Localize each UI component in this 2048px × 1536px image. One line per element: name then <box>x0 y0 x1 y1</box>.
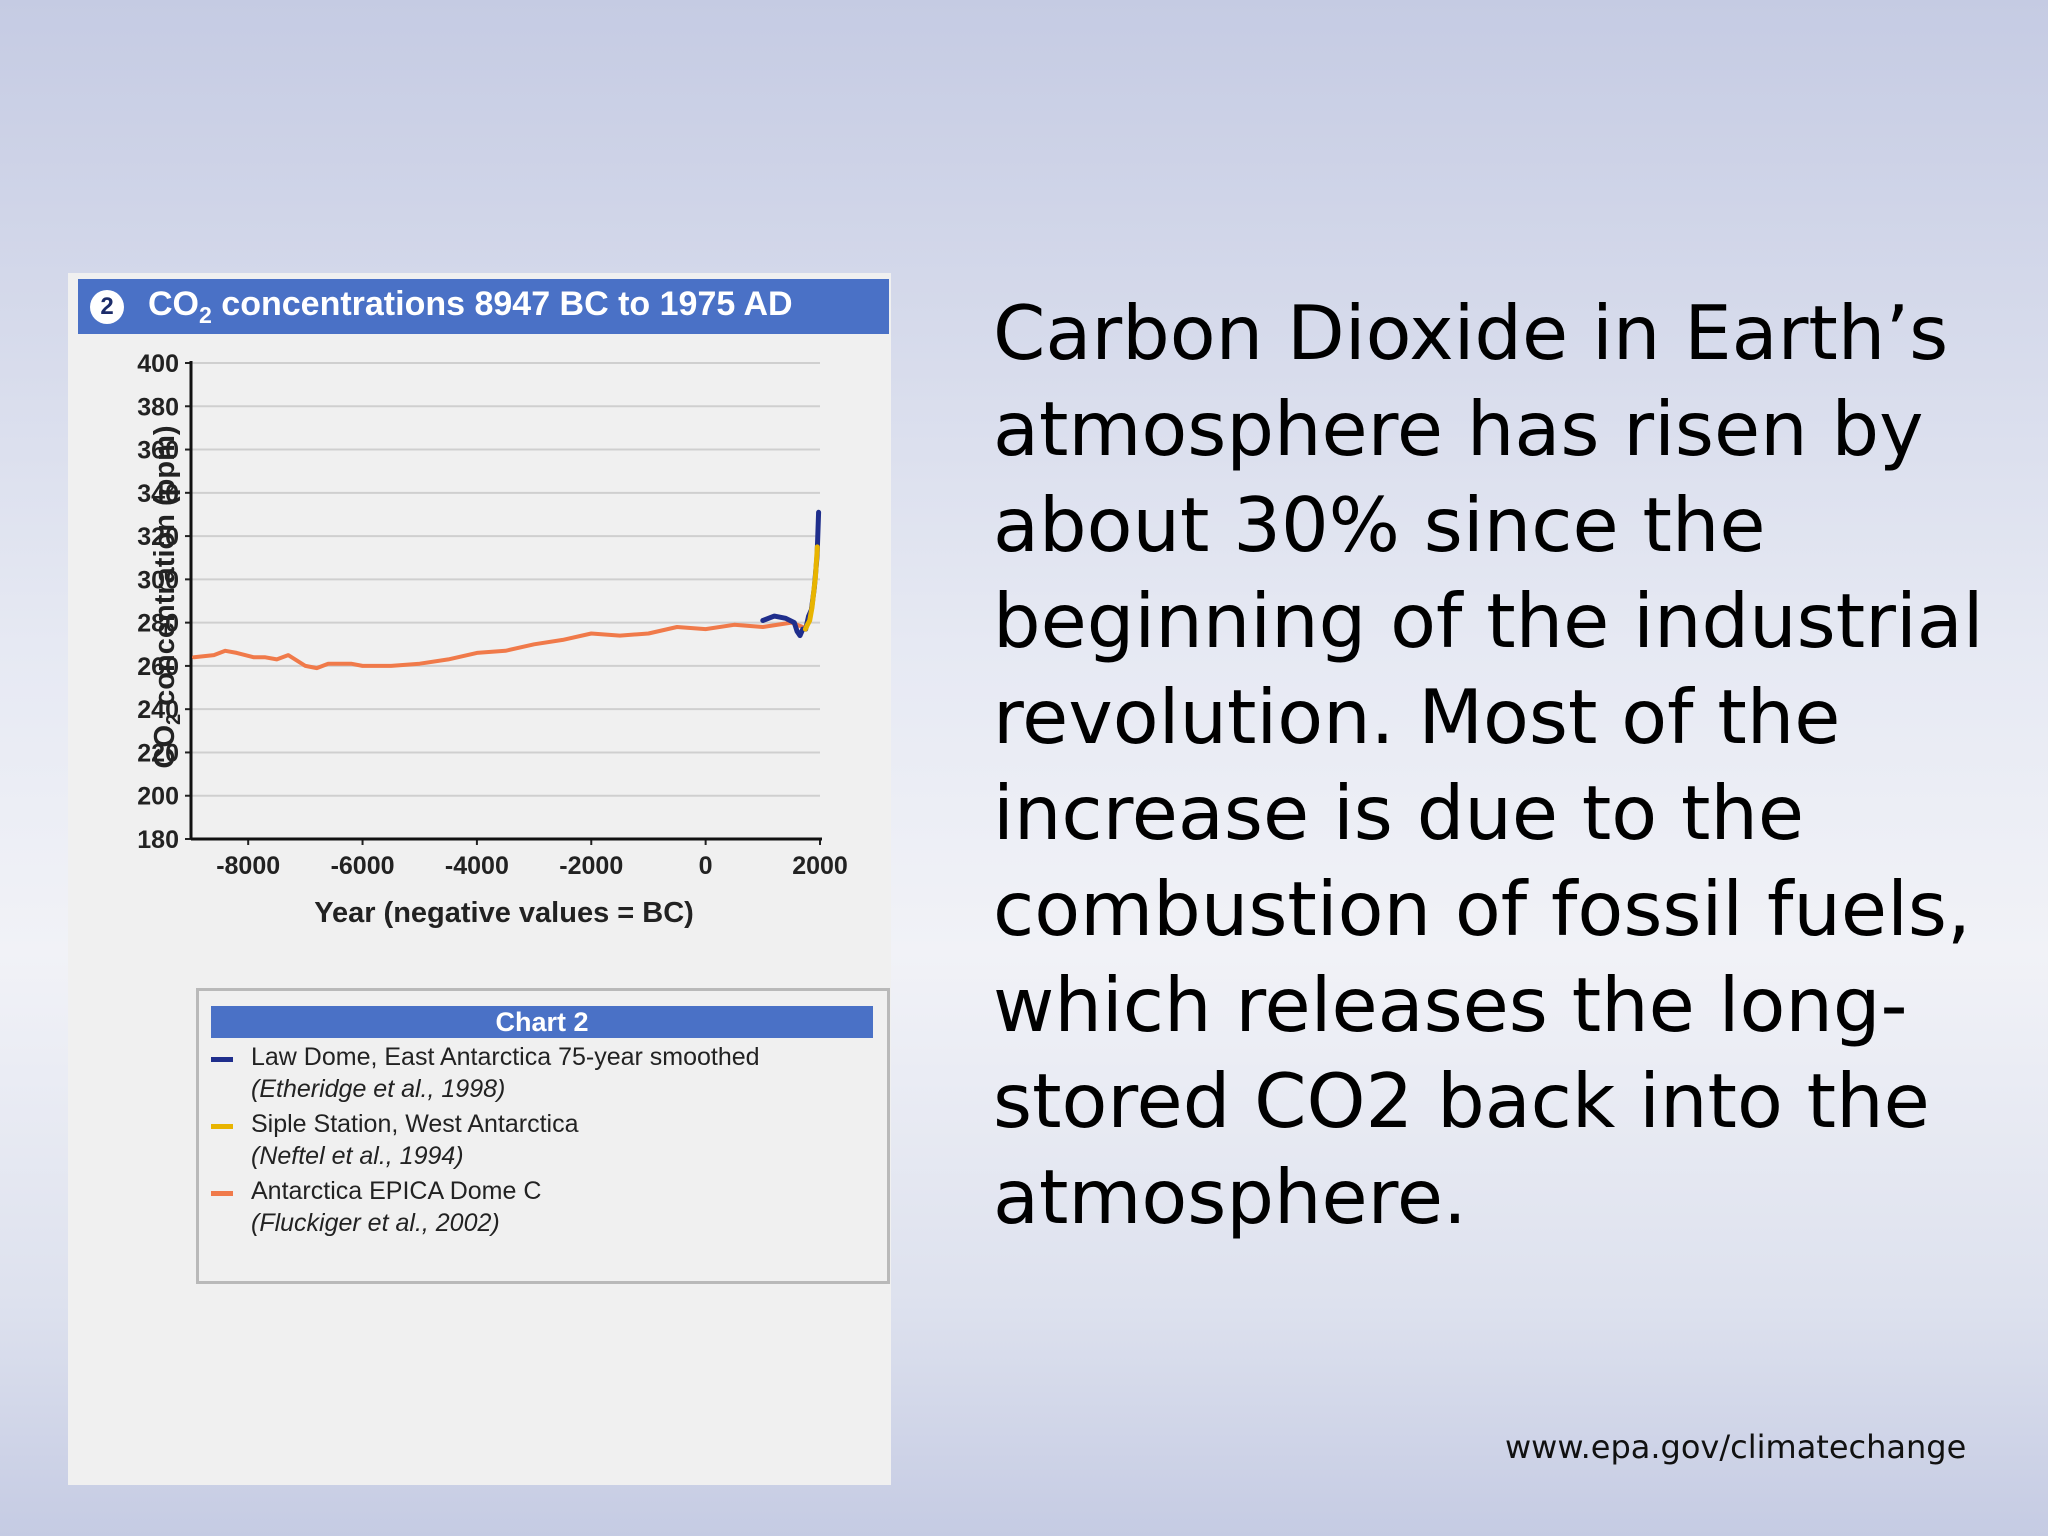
series-line-antarctica-epica-dome-c <box>192 620 805 671</box>
legend-series-citation: (Fluckiger et al., 2002) <box>251 1209 500 1237</box>
y-tick-label: 360 <box>137 437 179 465</box>
y-tick-label: 240 <box>137 696 179 724</box>
y-tick-label: 400 <box>137 350 179 378</box>
legend-series-name: Siple Station, West Antarctica <box>251 1110 579 1138</box>
co2-line-chart: 180 200 220 240 260 280 300 320 340 360 380 400 -800… <box>137 350 848 929</box>
legend-title: Chart 2 <box>211 1006 873 1038</box>
slide-body-text: Carbon Dioxide in Earth’s atmosphere has… <box>993 289 1984 1241</box>
source-url: www.epa.gov/climatechange <box>1505 1428 1967 1466</box>
y-tick-label: 260 <box>137 653 179 681</box>
y-axis-label: CO2 concentration (ppm) <box>149 425 185 768</box>
chart-title: CO2 concentrations 8947 BC to 1975 AD <box>148 284 793 328</box>
legend-series-name: Antarctica EPICA Dome C <box>251 1177 542 1205</box>
chart-legend: Chart 2 Law Dome, East Antarctica 75-yea… <box>196 988 890 1284</box>
series-line-siple-station-west-antarctica <box>802 544 820 632</box>
x-tick-label: 2000 <box>792 852 848 880</box>
y-tick-label: 380 <box>137 393 179 421</box>
y-tick-label: 280 <box>137 610 179 638</box>
x-tick-label: 0 <box>699 852 713 880</box>
x-tick-label: -6000 <box>331 852 395 880</box>
y-tick-label: 340 <box>137 480 179 508</box>
x-tick-label: -2000 <box>559 852 623 880</box>
y-tick-label: 180 <box>137 826 179 854</box>
y-tick-label: 220 <box>137 739 179 767</box>
legend-series-name: Law Dome, East Antarctica 75-year smooth… <box>251 1043 760 1071</box>
x-tick-label: -4000 <box>445 852 509 880</box>
y-tick-label: 200 <box>137 783 179 811</box>
chart-header: 2 CO2 concentrations 8947 BC to 1975 AD <box>78 279 889 334</box>
chart-number-badge: 2 <box>90 289 124 324</box>
x-tick-label: -8000 <box>216 852 280 880</box>
legend-swatch <box>211 1057 233 1062</box>
x-axis-label: Year (negative values = BC) <box>314 897 694 929</box>
legend-series-citation: (Neftel et al., 1994) <box>251 1142 464 1170</box>
y-tick-label: 320 <box>137 523 179 551</box>
y-tick-label: 300 <box>137 566 179 594</box>
legend-series-citation: (Etheridge et al., 1998) <box>251 1075 506 1103</box>
legend-swatch <box>211 1124 233 1129</box>
chart-panel: 2 CO2 concentrations 8947 BC to 1975 AD … <box>68 273 891 1485</box>
legend-swatch <box>211 1191 233 1196</box>
